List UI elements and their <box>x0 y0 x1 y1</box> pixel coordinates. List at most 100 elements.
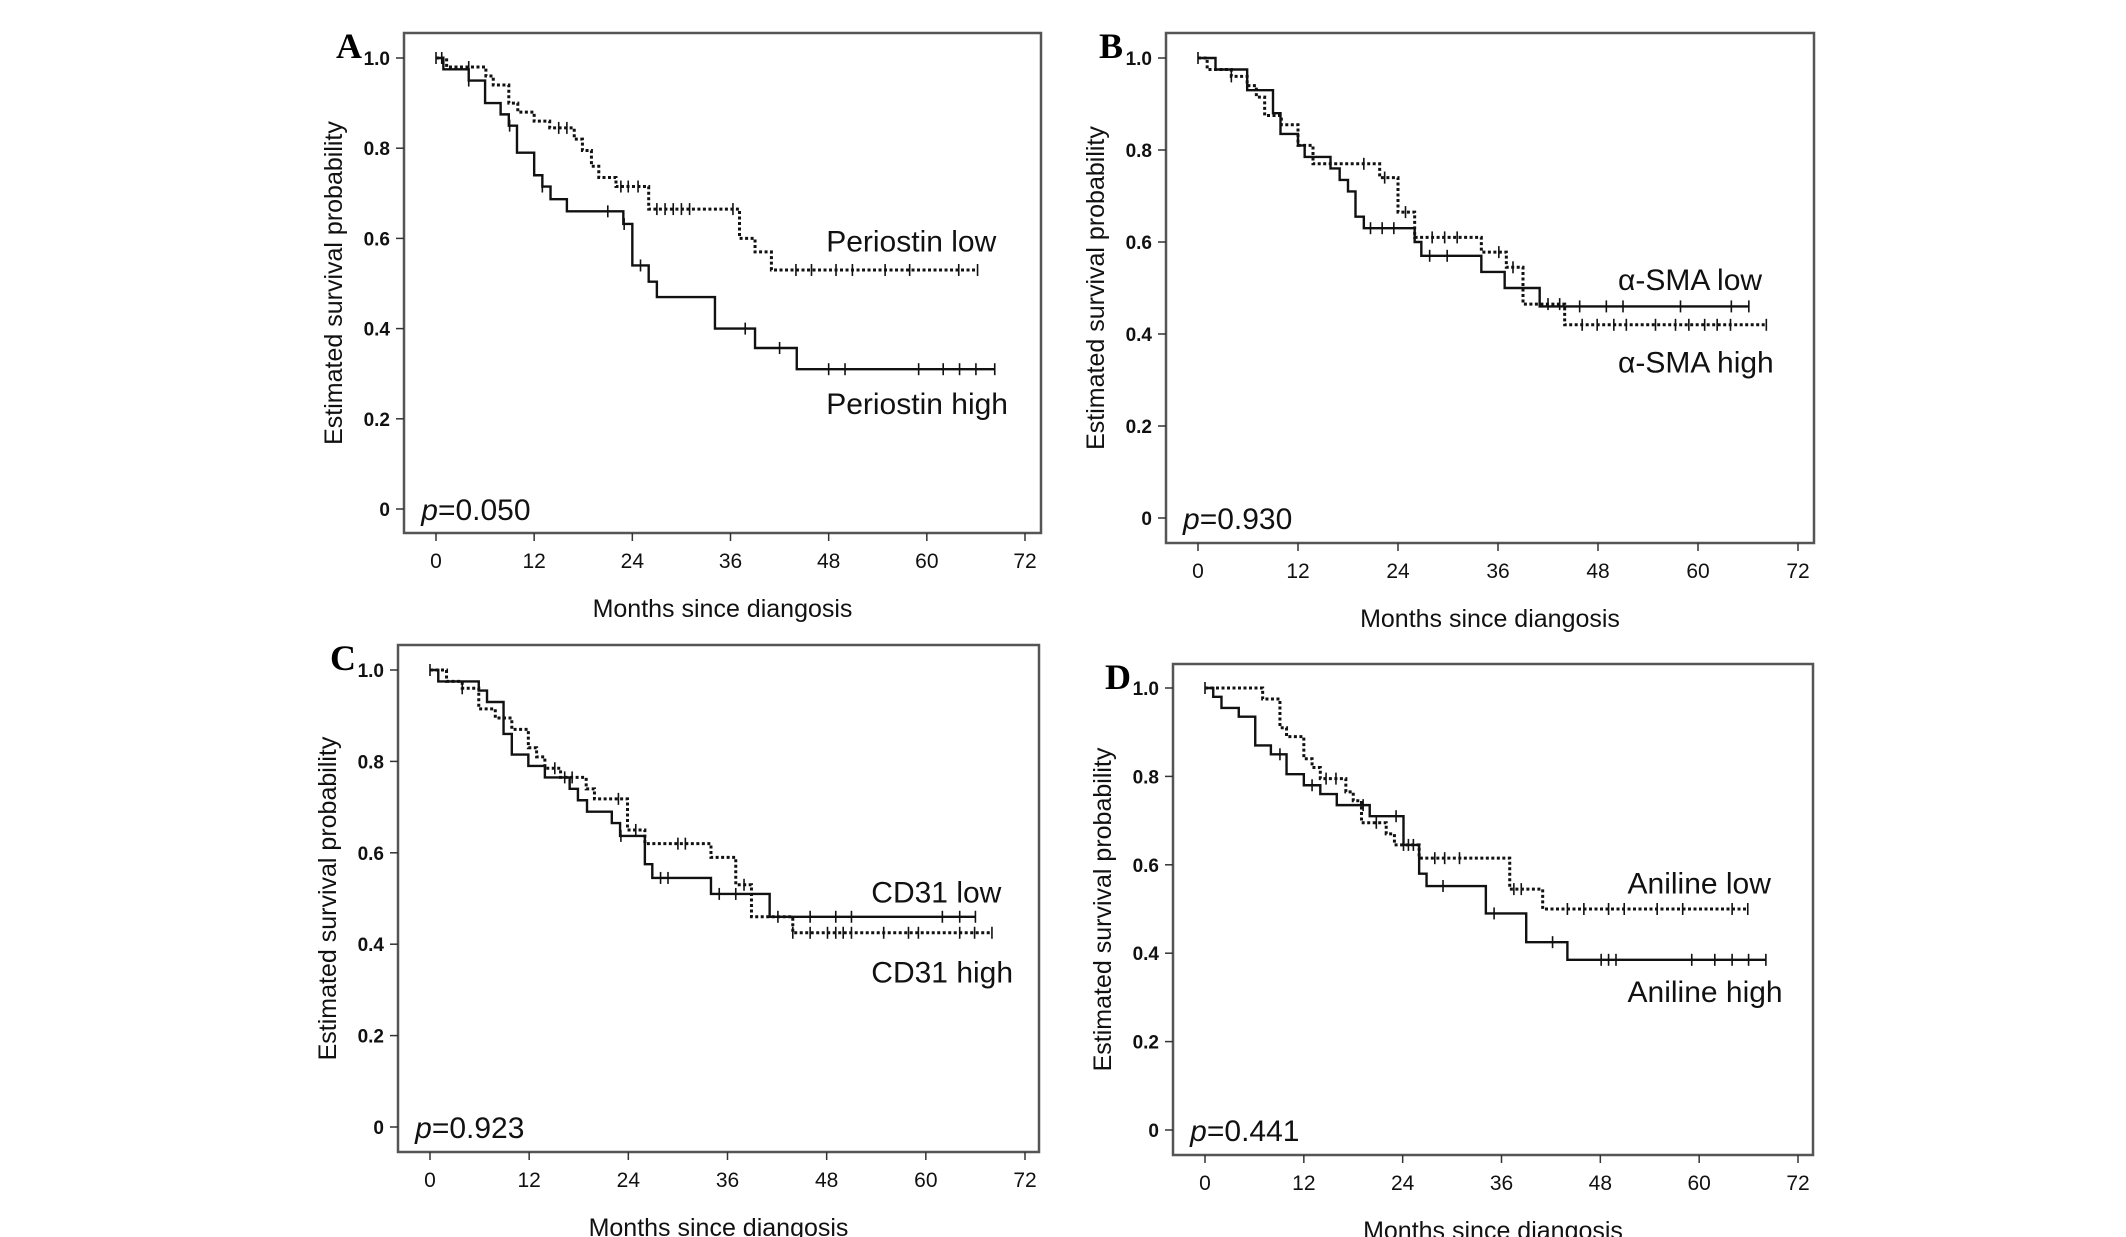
x-tick-label: 60 <box>1686 560 1709 583</box>
y-tick-label: 1.0 <box>358 661 384 682</box>
panel-b: B 0 0.2 0.4 0.6 0.8 1.0 0 12 24 36 48 60 72 Months sin… <box>1082 26 1816 633</box>
x-tick-label: 12 <box>522 550 545 573</box>
p-number: =0.930 <box>1200 503 1293 536</box>
x-tick-label: 72 <box>1013 1169 1036 1192</box>
x-tick-label: 0 <box>430 550 442 573</box>
x-axis-title: Months since diangosis <box>1360 605 1620 633</box>
x-tick-label: 60 <box>915 550 938 573</box>
series-cd31-high: CD31 high <box>430 668 1013 990</box>
series--sma-high: α-SMA high <box>1198 56 1774 380</box>
y-tick-label: 1.0 <box>364 49 390 70</box>
plot-frame <box>1171 662 1815 1157</box>
y-tick-label: 0.2 <box>1133 1033 1159 1054</box>
series-label: CD31 low <box>871 877 1001 910</box>
p-value: p=0.930 <box>1182 503 1292 536</box>
x-tick-label: 12 <box>1292 1172 1315 1195</box>
p-symbol: p <box>414 1112 432 1145</box>
x-tick-label: 48 <box>1589 1172 1612 1195</box>
x-axis-title: Months since diangosis <box>593 595 853 623</box>
series-aniline-high: Aniline high <box>1204 682 1783 1009</box>
x-tick-label: 0 <box>424 1169 436 1192</box>
x-tick-label: 0 <box>1199 1172 1211 1195</box>
x-tick-label: 24 <box>617 1169 641 1192</box>
y-tick-label: 0.2 <box>364 410 390 431</box>
panel-a: A 0 0.2 0.4 0.6 0.8 1.0 0 12 24 36 48 60 72 Months sin… <box>320 26 1043 623</box>
x-tick-label: 12 <box>1286 560 1309 583</box>
series-label: CD31 high <box>871 957 1013 990</box>
y-tick-label: 0.6 <box>364 229 390 250</box>
y-tick-label: 0.4 <box>364 320 391 341</box>
series-label: Periostin low <box>826 226 996 259</box>
y-tick-label: 1.0 <box>1133 679 1159 700</box>
x-tick-label: 24 <box>621 550 645 573</box>
x-tick-label: 72 <box>1786 1172 1809 1195</box>
panel-letter: D <box>1105 657 1131 697</box>
series-label: Periostin high <box>826 388 1008 421</box>
x-tick-label: 36 <box>716 1169 739 1192</box>
survival-curve <box>1198 56 1749 308</box>
y-axis-title: Estimated survival probability <box>1082 126 1110 450</box>
x-tick-label: 36 <box>719 550 742 573</box>
y-tick-label: 0.4 <box>1133 944 1160 965</box>
panel-letter: C <box>330 638 356 678</box>
p-number: =0.441 <box>1207 1115 1300 1148</box>
series-periostin-low: Periostin low <box>436 52 997 276</box>
p-value: p=0.441 <box>1189 1115 1299 1148</box>
survival-curve <box>1205 686 1748 911</box>
y-tick-label: 0.8 <box>364 139 390 160</box>
p-symbol: p <box>1182 503 1200 536</box>
series-periostin-high: Periostin high <box>435 52 1008 421</box>
y-tick-label: 0.8 <box>358 752 384 773</box>
x-tick-label: 48 <box>817 550 840 573</box>
plot-frame <box>396 643 1041 1154</box>
panel-c: C 0 0.2 0.4 0.6 0.8 1.0 0 12 24 36 48 60 72 Months sin… <box>314 638 1041 1237</box>
y-tick-label: 0 <box>373 1118 384 1139</box>
x-tick-label: 60 <box>1687 1172 1710 1195</box>
x-tick-label: 72 <box>1013 550 1036 573</box>
series-label: α-SMA high <box>1618 347 1774 380</box>
p-number: =0.050 <box>438 494 531 527</box>
survival-curve <box>430 668 992 935</box>
y-tick-label: 0.4 <box>1126 325 1153 346</box>
survival-curve <box>436 56 995 371</box>
x-tick-label: 24 <box>1391 1172 1415 1195</box>
x-tick-label: 36 <box>1490 1172 1513 1195</box>
y-tick-label: 0.2 <box>1126 417 1152 438</box>
series-cd31-low: CD31 low <box>429 664 1002 923</box>
x-tick-label: 12 <box>517 1169 540 1192</box>
x-tick-label: 24 <box>1386 560 1410 583</box>
y-tick-label: 0.8 <box>1133 767 1159 788</box>
y-tick-label: 0.4 <box>358 935 385 956</box>
p-value: p=0.923 <box>414 1112 524 1145</box>
survival-curve <box>1198 56 1767 327</box>
plot-frame <box>1164 31 1816 545</box>
survival-curve <box>1205 686 1766 962</box>
y-tick-label: 0.6 <box>1133 856 1159 877</box>
x-tick-label: 36 <box>1486 560 1509 583</box>
y-tick-label: 1.0 <box>1126 49 1152 70</box>
x-tick-label: 60 <box>914 1169 937 1192</box>
p-symbol: p <box>420 494 438 527</box>
y-tick-label: 0 <box>1141 509 1152 530</box>
panel-letter: B <box>1099 26 1123 66</box>
y-tick-label: 0.2 <box>358 1027 384 1048</box>
y-tick-label: 0 <box>1148 1121 1159 1142</box>
series--sma-low: α-SMA low <box>1197 52 1762 313</box>
survival-curve <box>430 668 976 918</box>
series-aniline-low: Aniline low <box>1205 686 1771 915</box>
x-tick-label: 0 <box>1192 560 1204 583</box>
p-number: =0.923 <box>432 1112 525 1145</box>
panel-d: D 0 0.2 0.4 0.6 0.8 1.0 0 12 24 36 48 60 72 Months sin… <box>1089 657 1815 1237</box>
y-tick-label: 0.6 <box>1126 233 1152 254</box>
plot-frame <box>402 31 1043 535</box>
x-axis-title: Months since diangosis <box>1363 1217 1623 1237</box>
x-tick-label: 72 <box>1786 560 1809 583</box>
y-tick-label: 0.6 <box>358 844 384 865</box>
y-axis-title: Estimated survival probability <box>320 121 348 445</box>
series-label: α-SMA low <box>1618 264 1762 297</box>
x-axis-title: Months since diangosis <box>589 1214 849 1237</box>
y-tick-label: 0.8 <box>1126 141 1152 162</box>
y-axis-title: Estimated survival probability <box>314 736 342 1060</box>
x-tick-label: 48 <box>815 1169 838 1192</box>
